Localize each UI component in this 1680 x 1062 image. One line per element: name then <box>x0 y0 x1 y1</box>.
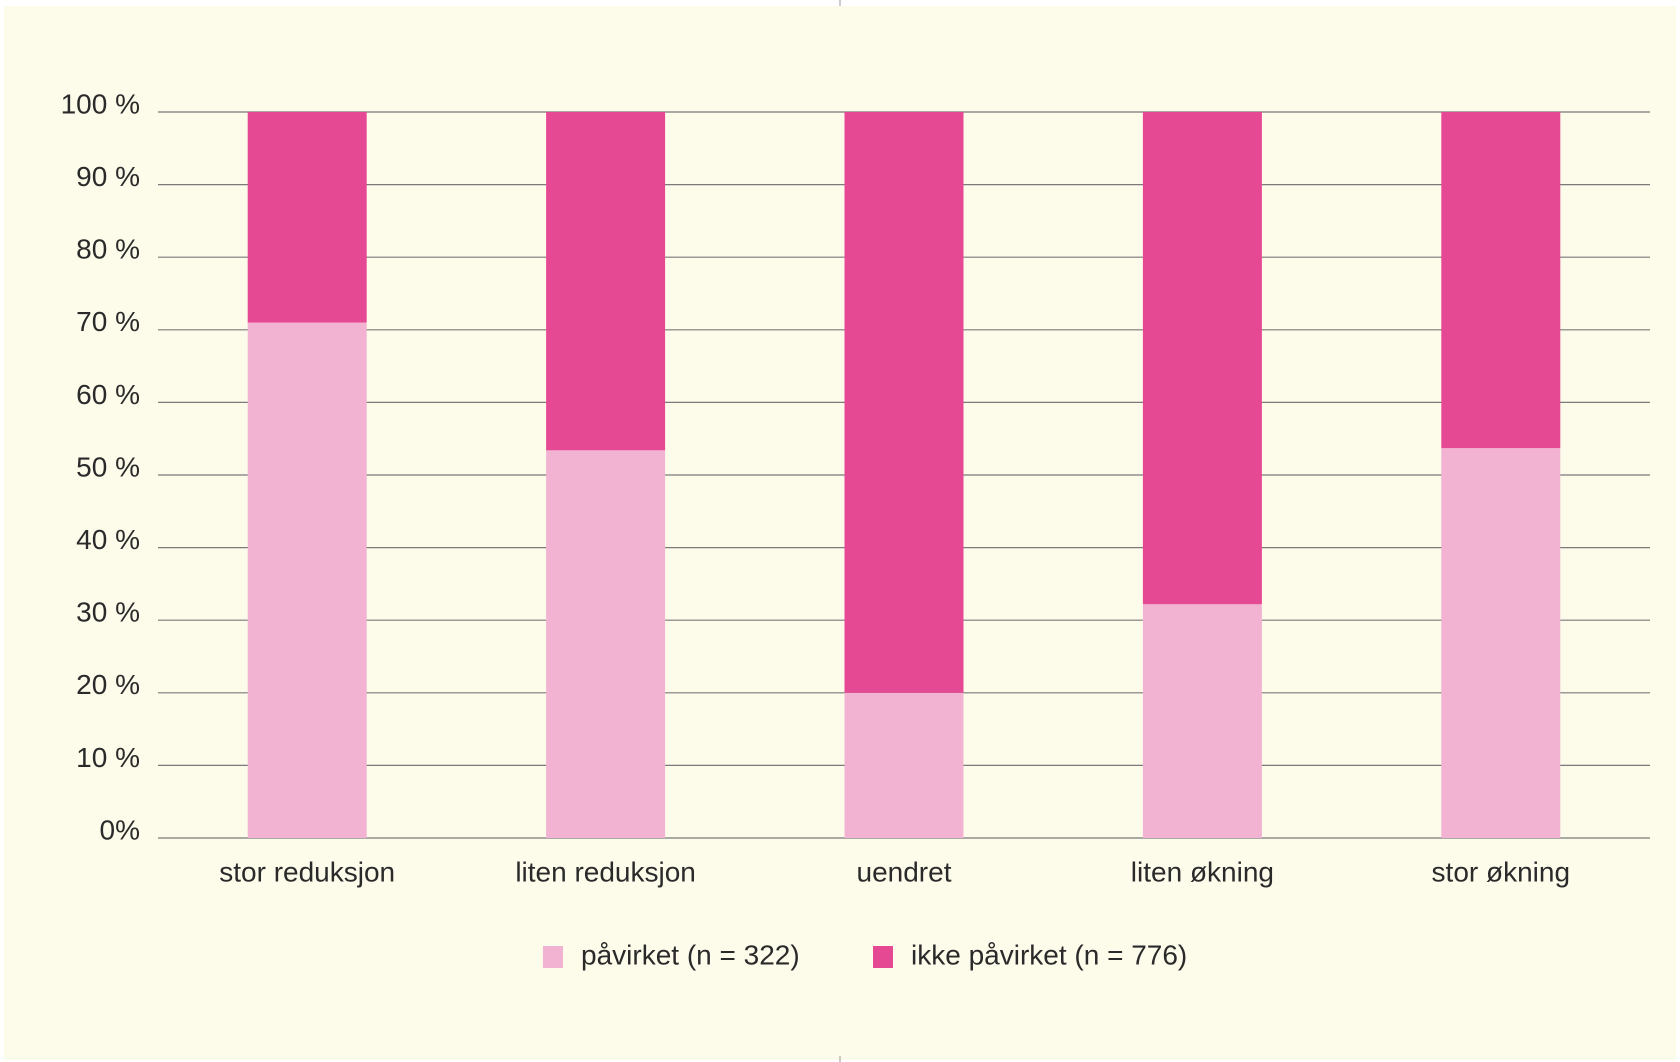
bar-segment <box>247 322 367 838</box>
bar-segment <box>844 692 964 838</box>
bar-segment <box>546 450 666 838</box>
x-tick-label: liten reduksjon <box>515 856 696 887</box>
bar-segment <box>1441 448 1561 838</box>
bar-segment <box>844 112 964 693</box>
legend-label: påvirket (n = 322) <box>581 939 800 970</box>
bar-segment <box>1142 112 1262 605</box>
y-tick-label: 50 % <box>76 451 140 482</box>
y-tick-label: 90 % <box>76 161 140 192</box>
y-tick-label: 20 % <box>76 669 140 700</box>
x-tick-label: stor økning <box>1432 856 1571 887</box>
x-tick-label: uendret <box>857 856 952 887</box>
y-tick-label: 40 % <box>76 524 140 555</box>
y-tick-label: 60 % <box>76 379 140 410</box>
y-tick-label: 80 % <box>76 234 140 265</box>
bar-segment <box>247 112 367 323</box>
y-tick-label: 0% <box>100 814 140 845</box>
x-tick-label: stor reduksjon <box>219 856 395 887</box>
y-tick-label: 10 % <box>76 742 140 773</box>
x-tick-label: liten økning <box>1131 856 1274 887</box>
bar-segment <box>1441 112 1561 449</box>
bar-segment <box>1142 604 1262 838</box>
bar-segment <box>546 112 666 451</box>
y-tick-label: 30 % <box>76 597 140 628</box>
y-tick-label: 100 % <box>61 88 140 119</box>
legend-swatch <box>543 946 563 968</box>
legend-label: ikke påvirket (n = 776) <box>911 939 1187 970</box>
y-tick-label: 70 % <box>76 306 140 337</box>
legend-swatch <box>873 946 893 968</box>
